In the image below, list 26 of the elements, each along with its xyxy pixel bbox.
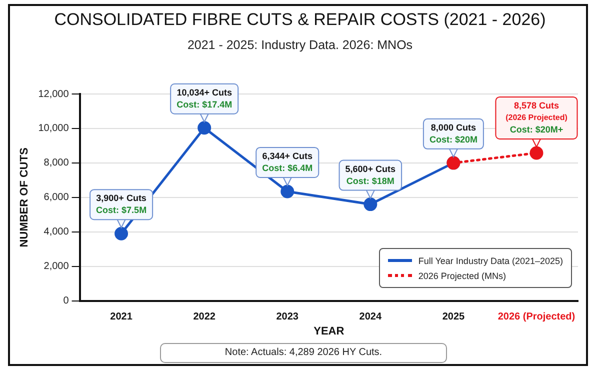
text: Note: Actuals: 4,289 2026 HY Cuts. [160, 343, 447, 363]
point [198, 121, 212, 135]
x-tick-label: 2026 (Projected) [498, 312, 576, 323]
chart-subtitle: 2021 - 2025: Industry Data. 2026: MNOs [186, 38, 414, 52]
x-tick-label: 2023 [276, 312, 299, 323]
legend-label: Full Year Industry Data (2021–2025) [418, 256, 563, 266]
y-tick-label: 0 [63, 296, 70, 307]
y-tick-label: 12,000 [38, 88, 70, 100]
y-tick-label: 10,000 [38, 123, 70, 134]
x-axis-title: YEAR [314, 325, 344, 338]
x-tick-label: 2022 [193, 312, 216, 323]
point [530, 146, 544, 160]
point [280, 184, 294, 198]
point [114, 226, 128, 240]
y-axis-title: NUMBER OF CUTS [18, 148, 31, 248]
y-tick-label: 8,000 [44, 158, 70, 169]
chart-title: CONSOLIDATED FIBRE CUTS & REPAIR COSTS (2021 - 2026) [53, 10, 547, 30]
x-tick-label: 2024 [359, 312, 382, 323]
x-tick-label: 2021 [110, 312, 133, 323]
y-tick-label: 6,000 [44, 192, 70, 204]
y-tick-label: 4,000 [44, 226, 70, 238]
x-tick-label: 2025 [442, 312, 466, 323]
legend-label: 2026 Projected (MNs) [418, 270, 506, 280]
y-tick-label: 2,000 [44, 261, 70, 272]
point [364, 198, 378, 212]
data-label: 8,000 Cuts Cost: $20M [429, 122, 478, 144]
